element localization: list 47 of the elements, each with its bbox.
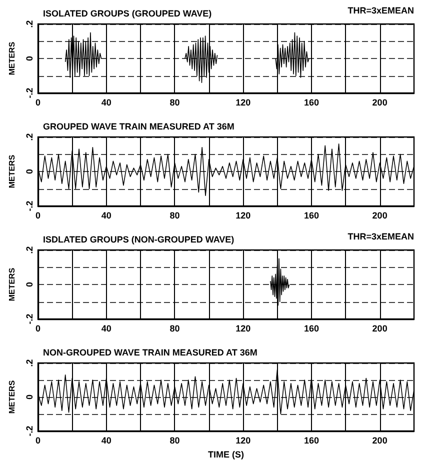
x-tick-label: 160: [304, 210, 319, 220]
y-axis-title: METERS: [8, 267, 16, 302]
chart-title: ISOLATED GROUPS (GROUPED WAVE): [43, 8, 212, 18]
y-tick-label: 0: [24, 56, 34, 62]
y-tick-label: -.2: [24, 314, 34, 324]
y-axis-title: METERS: [8, 41, 16, 76]
x-tick-label: 0: [35, 98, 41, 108]
x-tick-label: 80: [170, 210, 180, 220]
y-tick-label: 0: [24, 282, 34, 288]
x-tick-label: 80: [170, 324, 180, 334]
x-tick-label: 80: [170, 98, 180, 108]
y-tick-label: -.2: [24, 88, 34, 98]
y-tick-label: -.2: [24, 200, 34, 212]
text: THR=3xEMEAN: [348, 6, 414, 16]
x-tick-label: 120: [236, 436, 251, 446]
y-tick-label: .2: [24, 20, 34, 28]
x-tick-label: 40: [101, 324, 112, 334]
x-tick-label: 120: [236, 98, 251, 108]
x-tick-label: 120: [236, 210, 251, 220]
x-tick-label: 200: [372, 210, 388, 220]
x-tick-label: 0: [35, 324, 41, 334]
y-tick-label: 0: [24, 168, 34, 174]
x-tick-label: 200: [372, 436, 388, 446]
chart-title: NON-GROUPED WAVE TRAIN MEASURED AT 36M: [43, 348, 258, 358]
y-tick-label: 0: [24, 394, 34, 400]
x-tick-label: 40: [101, 98, 112, 108]
x-tick-label: 40: [101, 436, 112, 446]
chart-title: GROUPED WAVE TRAIN MEASURED AT 36M: [43, 122, 234, 132]
x-tick-label: 160: [304, 324, 319, 334]
y-axis-title: METERS: [8, 380, 16, 414]
text: THR=3xEMEAN: [348, 232, 414, 242]
x-tick-label: 160: [304, 98, 319, 108]
x-tick-label: 80: [170, 436, 180, 446]
y-tick-label: .2: [24, 133, 34, 141]
x-tick-label: 200: [372, 98, 388, 108]
y-tick-label: .2: [24, 359, 34, 367]
x-tick-label: 0: [35, 210, 41, 220]
x-tick-label: 40: [101, 210, 112, 220]
x-tick-label: 120: [236, 324, 251, 334]
x-tick-label: 160: [304, 436, 319, 446]
x-axis-title: TIME (S): [208, 449, 244, 460]
x-tick-label: 200: [372, 324, 388, 334]
y-tick-label: .2: [24, 246, 34, 254]
y-tick-label: -.2: [24, 426, 34, 436]
x-tick-label: 0: [35, 436, 41, 446]
chart-title: ISDLATED GROUPS (NON-GROUPED WAVE): [43, 234, 234, 244]
y-axis-title: METERS: [8, 154, 16, 188]
